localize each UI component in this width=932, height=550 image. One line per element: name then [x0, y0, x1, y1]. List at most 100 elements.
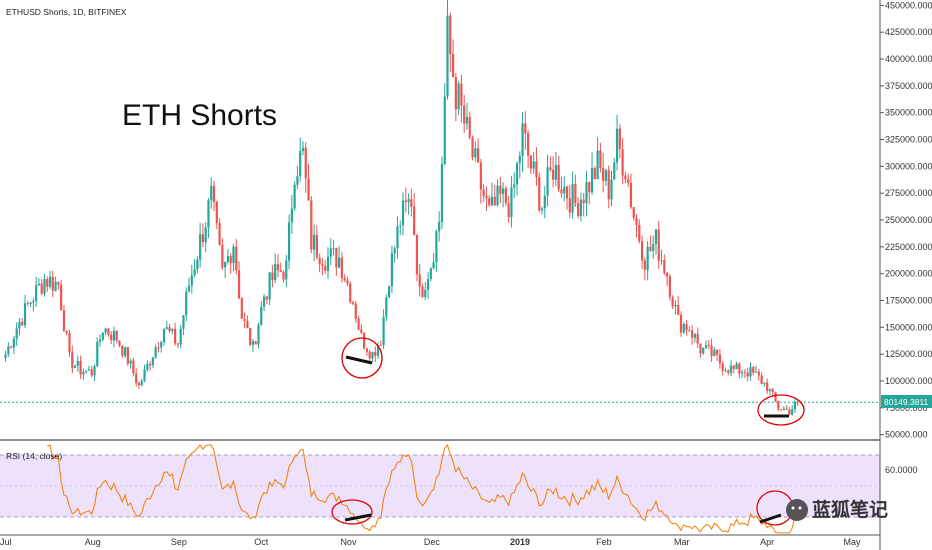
candle-body — [432, 262, 435, 269]
candle-body — [218, 223, 221, 245]
candle-body — [779, 409, 783, 411]
candle-body — [282, 271, 285, 280]
candle-body — [349, 283, 352, 303]
candle-body — [376, 345, 380, 356]
candle-body — [207, 200, 210, 228]
candle-body — [688, 330, 691, 332]
candle-body — [82, 371, 85, 375]
candle-body — [652, 243, 655, 251]
candle-body — [460, 83, 463, 106]
candle-body — [596, 150, 599, 180]
time-tick-label: Aug — [85, 537, 101, 547]
price-tick-label: 400000.000 — [885, 54, 932, 64]
candle-body — [546, 167, 549, 196]
candle-body — [262, 296, 266, 307]
candle-body — [682, 323, 685, 333]
candle-body — [791, 409, 794, 415]
candle-body — [310, 200, 313, 250]
rsi-line — [47, 443, 798, 534]
candle-body — [338, 257, 341, 268]
time-tick-label: Dec — [424, 537, 441, 547]
candle-body — [629, 182, 633, 208]
candle-body — [96, 341, 99, 367]
candle-body — [435, 231, 438, 263]
candle-body — [557, 164, 560, 190]
candle-body — [513, 184, 516, 188]
candle-body — [73, 365, 77, 368]
candle-body — [201, 234, 205, 243]
candle-body — [746, 372, 749, 377]
candle-body — [713, 349, 716, 357]
candle-body — [446, 15, 449, 97]
candle-body — [532, 161, 535, 169]
candle-body — [374, 352, 377, 356]
candle-body — [749, 367, 752, 377]
candle-body — [148, 363, 152, 366]
candle-body — [121, 346, 124, 356]
candle-body — [660, 260, 663, 261]
price-pane — [0, 0, 880, 416]
candle-body — [151, 357, 154, 366]
candle-body — [312, 235, 316, 250]
time-tick-label: Mar — [674, 537, 690, 547]
candle-body — [57, 281, 60, 285]
candle-body — [552, 169, 555, 180]
price-tick-label: 175000.000 — [885, 295, 932, 305]
price-tick-label: 425000.000 — [885, 27, 932, 37]
candle-body — [515, 163, 519, 185]
candle-body — [210, 186, 213, 201]
candle-body — [26, 303, 29, 304]
symbol-header[interactable]: ETHUSD Shorts, 1D, BITFINEX — [6, 7, 127, 17]
candle-body — [504, 188, 507, 204]
candle-body — [413, 206, 416, 236]
candle-body — [763, 382, 766, 384]
price-tick-label: 125000.000 — [885, 349, 932, 359]
candle-body — [340, 257, 343, 279]
candle-body — [771, 389, 774, 393]
candle-body — [46, 279, 49, 287]
candle-body — [579, 199, 583, 216]
candle-body — [429, 268, 432, 280]
underline-rsi-apr — [759, 513, 782, 524]
candle-body — [468, 116, 471, 138]
candle-body — [482, 189, 485, 196]
candle-body — [162, 329, 166, 343]
candle-body — [721, 363, 724, 372]
candle-body — [457, 83, 460, 110]
candle-body — [226, 256, 230, 262]
price-tick-label: 225000.000 — [885, 242, 932, 252]
candle-body — [324, 266, 327, 271]
candle-body — [588, 182, 591, 193]
underline-rsi-nov — [344, 513, 372, 522]
time-tick-label: Sep — [171, 537, 187, 547]
candle-body — [224, 261, 227, 268]
candle-body — [90, 369, 93, 376]
candle-body — [274, 264, 277, 281]
candle-body — [15, 328, 18, 339]
candle-body — [251, 341, 255, 345]
candle-body — [490, 196, 494, 206]
candle-body — [104, 328, 107, 333]
candle-body — [649, 246, 652, 251]
candle-body — [602, 167, 605, 181]
candle-body — [110, 334, 113, 341]
candle-body — [354, 303, 357, 319]
rsi-title[interactable]: RSI (14, close) — [6, 451, 62, 461]
candle-body — [590, 168, 594, 193]
candle-body — [240, 298, 243, 319]
candle-body — [390, 253, 394, 287]
candle-body — [193, 269, 196, 276]
time-tick-label: Feb — [596, 537, 612, 547]
price-tick-label: 100000.000 — [885, 376, 932, 386]
candle-body — [738, 363, 741, 374]
candle-body — [757, 371, 760, 376]
candle-body — [254, 341, 257, 345]
candle-body — [426, 279, 430, 290]
candle-body — [777, 401, 780, 410]
candle-body — [549, 167, 552, 170]
candle-body — [315, 235, 318, 258]
candle-body — [393, 248, 396, 254]
candle-body — [674, 304, 677, 307]
candle-body — [132, 360, 135, 374]
candle-body — [307, 178, 310, 201]
